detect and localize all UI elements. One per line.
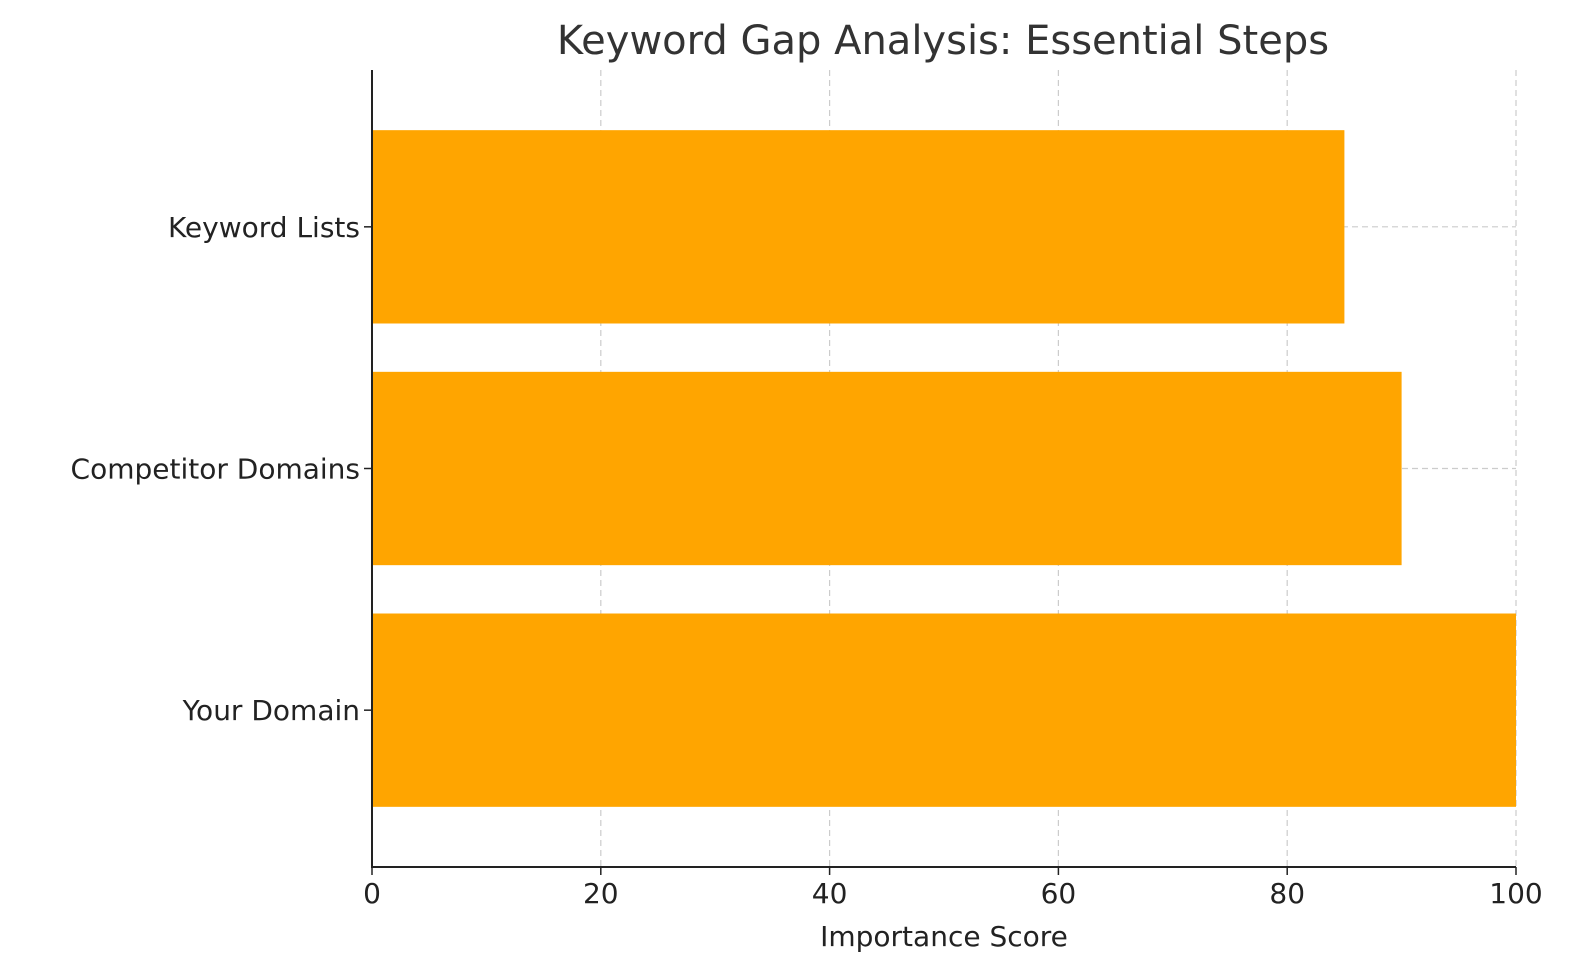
x-tick-label: 40	[812, 877, 848, 910]
y-tick-label: Keyword Lists	[168, 211, 360, 244]
x-tick-label: 100	[1489, 877, 1542, 910]
bar-your-domain	[372, 613, 1516, 807]
x-axis-label: Importance Score	[820, 920, 1068, 953]
x-tick-label: 80	[1269, 877, 1305, 910]
x-tick-label: 60	[1041, 877, 1077, 910]
bar-competitor-domains	[372, 371, 1402, 566]
y-ticks: Your Domain Competitor Domains Keyword Lis…	[71, 211, 372, 727]
y-tick-label: Your Domain	[182, 694, 360, 727]
x-tick-label: 20	[583, 877, 619, 910]
y-tick-label: Competitor Domains	[71, 453, 360, 486]
x-tick-label: 0	[363, 877, 381, 910]
bar-keyword-lists	[372, 130, 1345, 324]
bars	[372, 130, 1516, 807]
chart-title: Keyword Gap Analysis: Essential Steps	[557, 18, 1329, 64]
x-ticks: 0 20 40 60 80 100	[363, 867, 1543, 910]
